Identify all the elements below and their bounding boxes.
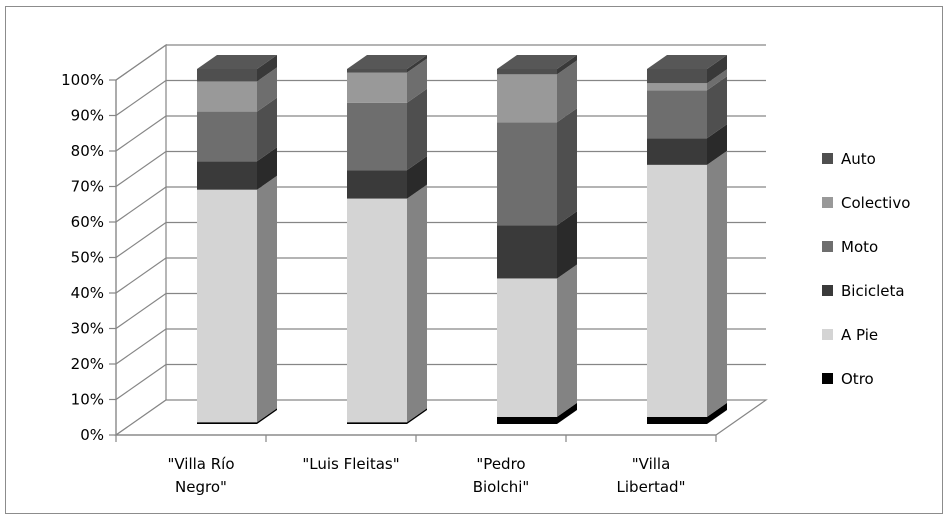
gridline-side (115, 364, 167, 400)
bar-side-moto (257, 97, 277, 162)
bar-side-moto (407, 88, 427, 171)
bar-side-auto (707, 55, 727, 84)
y-tick-label: 30% (71, 320, 104, 338)
bar-auto (197, 69, 257, 82)
bar-side-colectivo (707, 69, 727, 91)
y-tick-label: 60% (71, 213, 104, 231)
gridline-side (115, 328, 167, 365)
bar-side-moto (707, 76, 727, 139)
x-tick-label: "Pedro (476, 455, 525, 473)
bar-side-otro (257, 408, 277, 424)
bar-bicicleta (347, 170, 407, 199)
bar-moto (647, 90, 707, 139)
bar-stack-0 (197, 55, 277, 424)
bar-bicicleta (647, 138, 707, 165)
bar-moto (497, 122, 557, 226)
gridline-side (115, 151, 167, 187)
legend-label-auto: Auto (841, 150, 876, 168)
bar-auto (647, 69, 707, 84)
bar-side-otro (407, 408, 427, 424)
bar-otro (197, 422, 257, 424)
bar-side-auto (557, 55, 577, 75)
bar-a-pie (347, 198, 407, 423)
x-tick-label: "Villa Río (167, 455, 234, 473)
bar-top (347, 55, 427, 69)
bar-a-pie (497, 278, 557, 417)
bar-otro (347, 422, 407, 424)
gridline-side (115, 80, 167, 116)
bar-auto (497, 69, 557, 75)
bar-side-bicicleta (257, 147, 277, 190)
x-tick-label: Negro" (175, 478, 227, 496)
y-tick-label: 70% (71, 178, 104, 196)
legend-label-bicicleta: Bicicleta (841, 282, 905, 300)
bar-side-auto (407, 55, 427, 73)
bar-side-colectivo (557, 60, 577, 123)
gridline-side (115, 293, 167, 329)
x-tick-label: Biolchi" (473, 478, 530, 496)
bar-a-pie (647, 164, 707, 417)
bar-side-a-pie (557, 264, 577, 417)
bar-side-moto (557, 108, 577, 226)
bar-side-a-pie (707, 150, 727, 417)
y-tick-label: 80% (71, 142, 104, 160)
legend-swatch-moto (822, 241, 833, 252)
bar-side-auto (257, 55, 277, 82)
bar-side-a-pie (407, 184, 427, 423)
bar-moto (347, 102, 407, 171)
bar-side-bicicleta (707, 124, 727, 165)
x-tick-label: Libertad" (617, 478, 686, 496)
bar-colectivo (497, 74, 557, 123)
bar-side-colectivo (407, 58, 427, 103)
bar-moto (197, 111, 257, 162)
chart-frame (5, 6, 943, 514)
y-tick-label: 100% (61, 71, 104, 89)
bar-stack-1 (347, 55, 427, 424)
y-tick-label: 50% (71, 249, 104, 267)
bar-colectivo (197, 81, 257, 112)
y-tick-label: 10% (71, 391, 104, 409)
bar-side-colectivo (257, 67, 277, 112)
legend-swatch-otro (822, 373, 833, 384)
x-tick-label: "Luis Fleitas" (302, 455, 399, 473)
bar-top (497, 55, 577, 69)
gridline-side (115, 186, 167, 223)
bar-auto (347, 69, 407, 73)
legend-swatch-colectivo (822, 197, 833, 208)
bar-side-otro (707, 402, 727, 424)
legend-label-moto: Moto (841, 238, 878, 256)
legend-label-colectivo: Colectivo (841, 194, 910, 212)
bar-side-bicicleta (557, 211, 577, 279)
y-tick-label: 40% (71, 284, 104, 302)
bar-otro (497, 416, 557, 424)
legend-label-a-pie: A Pie (841, 326, 878, 344)
bar-bicicleta (197, 161, 257, 190)
bar-top (197, 55, 277, 69)
legend-swatch-a-pie (822, 329, 833, 340)
legend-swatch-auto (822, 153, 833, 164)
y-tick-label: 90% (71, 107, 104, 125)
bar-side-otro (557, 402, 577, 424)
bar-side-a-pie (257, 175, 277, 423)
gridline-side (115, 222, 167, 258)
y-tick-label: 0% (80, 426, 104, 444)
bar-top (647, 55, 727, 69)
bar-stack-2 (497, 55, 577, 424)
gridline-side (115, 115, 167, 152)
x-tick-label: "Villa (632, 455, 671, 473)
legend-swatch-bicicleta (822, 285, 833, 296)
bar-a-pie (197, 189, 257, 423)
gridline-side (115, 257, 167, 294)
bar-stack-3 (647, 55, 727, 424)
bar-colectivo (347, 72, 407, 103)
bar-side-bicicleta (407, 156, 427, 199)
y-tick-label: 20% (71, 355, 104, 373)
gridline-side (115, 44, 167, 81)
bar-otro (647, 416, 707, 424)
legend-label-otro: Otro (841, 370, 874, 388)
bar-colectivo (647, 83, 707, 91)
bar-bicicleta (497, 225, 557, 279)
